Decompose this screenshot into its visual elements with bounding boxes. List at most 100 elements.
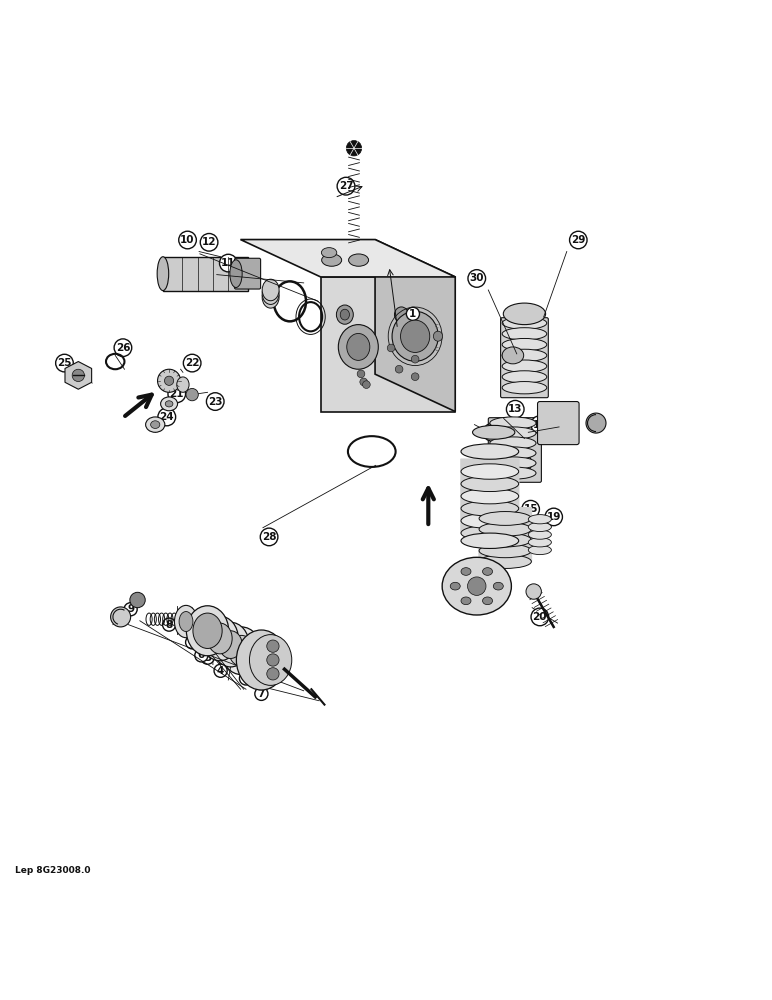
Text: 14: 14 — [533, 420, 547, 430]
Ellipse shape — [249, 635, 292, 685]
Ellipse shape — [401, 320, 430, 352]
Text: 24: 24 — [160, 412, 174, 422]
Ellipse shape — [482, 597, 493, 605]
Circle shape — [363, 381, 371, 388]
Text: 18: 18 — [469, 589, 484, 599]
Text: 15: 15 — [523, 504, 538, 514]
Text: 13: 13 — [508, 404, 523, 414]
Ellipse shape — [528, 522, 551, 532]
Text: 17: 17 — [485, 427, 499, 437]
Ellipse shape — [321, 248, 337, 258]
Ellipse shape — [392, 311, 438, 361]
Ellipse shape — [208, 623, 232, 654]
Ellipse shape — [490, 437, 536, 449]
Ellipse shape — [450, 582, 460, 590]
Text: 6: 6 — [198, 650, 205, 660]
Ellipse shape — [179, 612, 193, 632]
Polygon shape — [375, 240, 455, 412]
Ellipse shape — [490, 417, 536, 429]
Ellipse shape — [461, 533, 519, 548]
Ellipse shape — [222, 627, 262, 675]
Ellipse shape — [442, 557, 511, 615]
Ellipse shape — [461, 476, 519, 492]
Text: 19: 19 — [547, 512, 561, 522]
Ellipse shape — [212, 622, 249, 667]
Ellipse shape — [262, 287, 279, 308]
Ellipse shape — [193, 613, 222, 648]
Text: 20: 20 — [533, 612, 547, 622]
Circle shape — [267, 668, 279, 680]
Ellipse shape — [502, 317, 547, 329]
Ellipse shape — [461, 501, 519, 516]
Text: 5: 5 — [188, 637, 196, 647]
Ellipse shape — [502, 349, 547, 362]
Circle shape — [411, 373, 419, 381]
Text: 8: 8 — [165, 620, 173, 630]
Ellipse shape — [347, 333, 370, 360]
Ellipse shape — [433, 331, 442, 341]
Text: 4: 4 — [217, 666, 225, 676]
Ellipse shape — [340, 309, 350, 320]
Ellipse shape — [349, 254, 368, 266]
Polygon shape — [65, 362, 92, 389]
Text: 11: 11 — [221, 258, 235, 268]
Circle shape — [267, 654, 279, 666]
Ellipse shape — [479, 555, 531, 568]
Ellipse shape — [461, 464, 519, 479]
Circle shape — [526, 584, 541, 599]
Ellipse shape — [337, 305, 354, 324]
Ellipse shape — [177, 377, 189, 392]
Ellipse shape — [502, 347, 523, 364]
Circle shape — [110, 607, 130, 627]
Circle shape — [586, 413, 606, 433]
Circle shape — [72, 369, 84, 382]
Ellipse shape — [461, 568, 471, 575]
Ellipse shape — [502, 382, 547, 394]
Ellipse shape — [229, 635, 254, 666]
Circle shape — [357, 370, 365, 378]
Circle shape — [347, 141, 362, 156]
Text: 25: 25 — [57, 358, 72, 368]
Text: 2: 2 — [242, 673, 249, 683]
Ellipse shape — [528, 515, 551, 524]
Text: 9: 9 — [127, 604, 134, 614]
Circle shape — [157, 369, 181, 392]
Polygon shape — [320, 277, 455, 412]
Ellipse shape — [479, 512, 531, 525]
Circle shape — [360, 378, 367, 386]
Ellipse shape — [394, 307, 408, 322]
Ellipse shape — [490, 467, 536, 479]
Circle shape — [388, 344, 395, 352]
Ellipse shape — [157, 257, 169, 291]
Text: 22: 22 — [185, 358, 199, 368]
Ellipse shape — [186, 606, 229, 656]
Ellipse shape — [338, 325, 378, 369]
Ellipse shape — [322, 254, 342, 266]
Text: 28: 28 — [262, 532, 276, 542]
Ellipse shape — [461, 513, 519, 528]
Ellipse shape — [461, 444, 519, 459]
Ellipse shape — [503, 303, 546, 325]
Circle shape — [411, 355, 419, 363]
Ellipse shape — [146, 417, 165, 432]
Ellipse shape — [490, 427, 536, 439]
Circle shape — [130, 592, 145, 608]
Ellipse shape — [479, 533, 531, 547]
Circle shape — [395, 365, 403, 373]
Text: 10: 10 — [181, 235, 195, 245]
Ellipse shape — [502, 360, 547, 372]
Ellipse shape — [502, 338, 547, 351]
Text: 26: 26 — [116, 343, 130, 353]
Text: 21: 21 — [170, 389, 184, 399]
Ellipse shape — [482, 568, 493, 575]
Ellipse shape — [493, 582, 503, 590]
Ellipse shape — [490, 447, 536, 459]
Ellipse shape — [201, 616, 239, 661]
Ellipse shape — [219, 631, 242, 658]
Ellipse shape — [461, 525, 519, 541]
Ellipse shape — [502, 328, 547, 340]
Ellipse shape — [414, 323, 422, 331]
Ellipse shape — [230, 260, 242, 288]
Circle shape — [468, 577, 486, 595]
Text: 1: 1 — [409, 309, 417, 319]
